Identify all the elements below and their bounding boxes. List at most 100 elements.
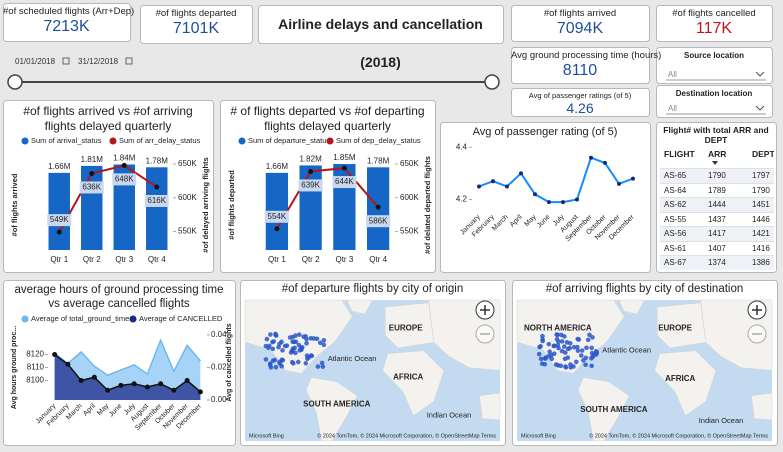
map-title: #of arriving flights by city of destinat… <box>545 283 744 295</box>
slicer-value: All <box>668 104 677 113</box>
city-dot <box>263 357 269 362</box>
line-label-box <box>366 215 391 228</box>
city-dot <box>590 335 595 340</box>
bar-label: 1.66M <box>266 162 289 171</box>
y2-tick-label: 0.04 <box>211 330 227 339</box>
table-cell: 1421 <box>752 229 770 238</box>
city-dot <box>280 348 285 353</box>
line-marker <box>52 352 58 357</box>
bar-label: 1.85M <box>333 153 356 162</box>
line-marker <box>631 176 635 181</box>
city-dot <box>563 350 568 355</box>
card-label: #of flights cancelled <box>672 8 756 19</box>
table-row <box>660 182 774 198</box>
line-marker <box>477 184 481 189</box>
city-dot <box>292 345 297 351</box>
city-dot <box>270 346 276 352</box>
chart-title: #of flights arrived vs #of arriving flig… <box>23 104 193 133</box>
line-marker <box>547 200 551 205</box>
city-dot <box>561 344 567 349</box>
y-axis-label: Avg hours ground proc... <box>11 326 18 409</box>
line-marker <box>89 170 95 176</box>
y-tick-label: 8110 <box>27 363 45 372</box>
x-tick-label: Qtr 3 <box>115 255 133 264</box>
map: NORTH AMERICA EUROPE Atlantic Ocean AFRICA S… <box>516 299 773 442</box>
city-dot <box>293 333 298 338</box>
city-dot <box>296 342 302 348</box>
table-cell: 1416 <box>752 243 770 253</box>
table-cell: 1407 <box>708 243 726 253</box>
area-line <box>54 353 201 393</box>
city-dot <box>589 355 594 361</box>
line-label: 648K <box>115 175 134 184</box>
line-marker <box>78 378 84 383</box>
bar-label: 1.84M <box>113 154 136 163</box>
line-label-box <box>264 210 289 223</box>
y-tick-label: 8100 <box>26 376 44 385</box>
legend-label: Sum of dep_delay_status <box>336 136 421 145</box>
slider-handle <box>7 74 23 90</box>
card <box>511 5 650 42</box>
city-dot <box>267 343 272 349</box>
city-dot <box>593 352 599 357</box>
bar <box>48 172 70 250</box>
legend-marker <box>21 315 29 323</box>
city-dot <box>271 339 277 344</box>
x-tick-label: Qtr 4 <box>148 255 166 264</box>
ocean-label: Atlantic Ocean <box>602 346 651 355</box>
y2-tick-label: 0.02 <box>211 363 227 372</box>
line <box>276 167 379 230</box>
table-cell: AS-56 <box>664 229 687 238</box>
y2-axis-label: #of delayed arriving flights <box>201 157 210 252</box>
legend-label: Average of total_ground_time <box>31 314 129 323</box>
bar-label: 1.82M <box>300 155 323 164</box>
city-dot <box>315 364 321 369</box>
bar-label: 1.78M <box>367 156 390 165</box>
city-dot <box>583 355 589 361</box>
city-dot <box>270 358 276 363</box>
table-title: Flight# with total ARR and DEPT <box>663 125 769 145</box>
card <box>3 3 131 42</box>
line-marker <box>575 197 579 202</box>
city-dot <box>319 360 325 366</box>
city-dot <box>291 361 296 366</box>
city-dot <box>584 345 589 351</box>
city-dot <box>299 347 304 353</box>
y2-tick-label: 550K <box>178 227 197 236</box>
legend-label: Sum of departure_status <box>248 136 330 145</box>
line-label: 636K <box>82 183 101 192</box>
line-marker <box>121 162 127 168</box>
map-land <box>479 392 501 421</box>
area-line <box>54 338 201 377</box>
city-dot <box>589 363 594 369</box>
column-header: FLIGHT <box>664 149 695 159</box>
x-tick-label: Qtr 1 <box>268 255 286 264</box>
city-dot <box>571 344 577 350</box>
city-dot <box>571 364 576 369</box>
slicer <box>656 47 773 84</box>
table-cell: 1797 <box>752 171 770 180</box>
y-axis-label: #of flights arrived <box>10 173 19 236</box>
map-land <box>516 299 625 374</box>
ocean-label: Indian Ocean <box>427 411 472 420</box>
y-tick-label: 8120 <box>26 350 44 359</box>
map-land <box>751 392 773 421</box>
card-label: Avg of passenger ratings (of 5) <box>528 91 632 100</box>
map-land <box>385 302 434 349</box>
map-provider: Microsoft Bing <box>249 433 284 439</box>
city-dot <box>287 335 293 340</box>
city-dot <box>576 337 582 342</box>
city-dot <box>273 331 278 337</box>
line-label-box <box>332 176 357 189</box>
line-marker <box>197 389 203 395</box>
line-marker <box>505 184 509 189</box>
slicer-value: All <box>668 70 677 79</box>
line-marker <box>144 384 150 390</box>
city-dot <box>565 346 571 352</box>
bar-label: 1.66M <box>48 162 71 171</box>
legend-label: Average of CANCELLED <box>139 314 223 323</box>
sort-arrow <box>712 161 718 165</box>
continent-label: EUROPE <box>658 323 692 332</box>
table-row <box>660 240 774 256</box>
